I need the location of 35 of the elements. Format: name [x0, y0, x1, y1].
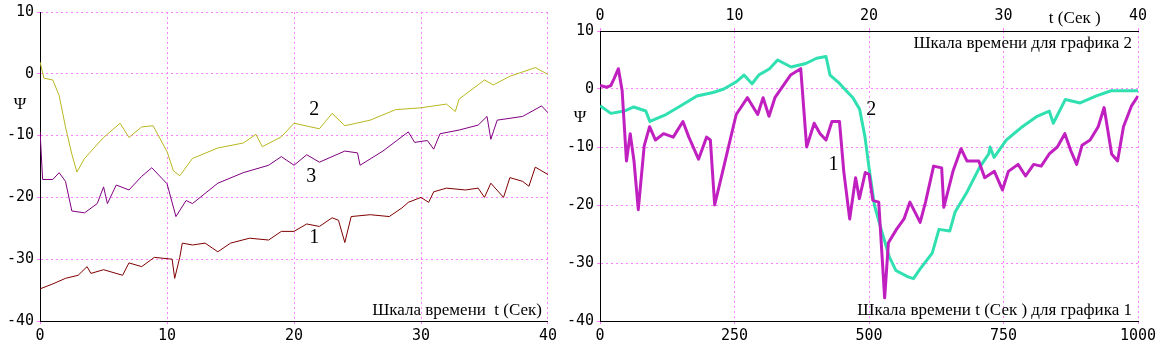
series-label: 3: [306, 163, 317, 186]
y-tick-label: 10: [16, 1, 35, 20]
series-label: 2: [309, 97, 320, 120]
y-tick-label: -20: [7, 187, 35, 206]
y-tick-label: -40: [567, 310, 595, 329]
y-tick-label: -10: [567, 136, 595, 155]
annotation: Шкала времени для графика 2: [913, 32, 1132, 52]
x2-tick-label: 30: [994, 5, 1013, 24]
x-axis-title: Шкала времени t (Сек ) для графика 1: [857, 300, 1132, 319]
x-tick-label: 10: [158, 325, 177, 344]
x-tick-label: 20: [285, 325, 304, 344]
x2-tick-label: 10: [725, 5, 744, 24]
y-tick-label: 10: [576, 20, 595, 39]
y-axis-title: Ψ: [13, 94, 27, 114]
x2-tick-label: 20: [860, 5, 879, 24]
y-tick-label: 0: [585, 78, 595, 97]
series-label: 1: [828, 151, 839, 174]
y-tick-label: -40: [7, 310, 35, 329]
x-axis-title: Шкала времени t (Сек): [372, 300, 542, 319]
x2-axis-title: t (Сек ): [1048, 7, 1101, 27]
x-tick-label: 1000: [1119, 325, 1157, 344]
y-tick-label: -30: [567, 252, 595, 271]
x-tick-label: 30: [411, 325, 431, 344]
x-tick-label: 250: [721, 325, 749, 344]
y-axis-title: Ψ: [573, 107, 587, 127]
x2-tick-label: 40: [1128, 5, 1148, 24]
y-tick-label: 0: [25, 63, 35, 82]
series-label: 1: [309, 225, 320, 248]
series-label: 2: [866, 96, 877, 119]
x-tick-label: 750: [989, 325, 1018, 344]
y-tick-label: -20: [567, 194, 595, 213]
x-tick-label: 40: [538, 325, 557, 344]
x-tick-label: 500: [855, 325, 883, 344]
y-tick-label: -30: [7, 249, 35, 268]
y-tick-label: -10: [7, 125, 35, 144]
